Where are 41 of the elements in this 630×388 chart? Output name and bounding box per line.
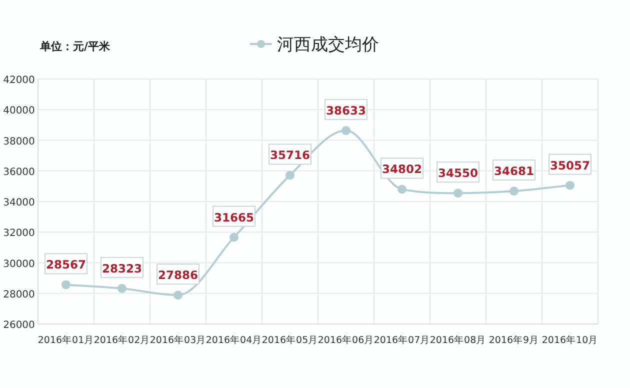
x-tick-label: 2016年07月 <box>374 334 430 346</box>
y-tick-label: 28000 <box>3 289 35 300</box>
y-tick-label: 32000 <box>3 228 35 240</box>
data-label: 38633 <box>326 104 366 118</box>
y-tick-label: 34000 <box>3 198 35 208</box>
data-label: 34681 <box>494 164 534 178</box>
x-tick-label: 2016年06月 <box>318 334 374 346</box>
y-axis-title: 单位：元/平米 <box>39 40 112 53</box>
x-tick-label: 2016年9月 <box>488 334 540 346</box>
x-tick-label: 2016年10月 <box>542 334 598 346</box>
legend-label: 河西成交均价 <box>277 35 379 55</box>
y-tick-label: 40000 <box>3 106 35 117</box>
point <box>62 280 70 290</box>
y-tick-label: 38000 <box>3 136 35 148</box>
data-label: 28567 <box>46 258 86 272</box>
data-label: 34802 <box>382 162 422 176</box>
x-tick-label: 2016年01月 <box>38 334 94 346</box>
y-tick-label: 30000 <box>3 258 35 270</box>
point <box>566 180 574 190</box>
point <box>230 232 238 242</box>
point <box>286 170 294 180</box>
data-label: 31665 <box>214 210 254 224</box>
point <box>454 188 462 198</box>
x-tick-label: 2016年04月 <box>206 334 262 346</box>
x-tick-label: 2016年03月 <box>150 334 206 346</box>
y-tick-label: 36000 <box>3 166 35 178</box>
point <box>118 284 126 293</box>
x-tick-label: 2016年08月 <box>430 334 486 346</box>
data-label: 35057 <box>550 158 590 172</box>
point <box>174 290 182 300</box>
data-label: 35716 <box>270 148 310 162</box>
data-label: 27886 <box>158 268 198 282</box>
point <box>342 126 350 136</box>
y-tick-label: 42000 <box>3 75 35 86</box>
y-tick-label: 26000 <box>3 320 35 331</box>
point <box>510 186 518 196</box>
data-label: 34550 <box>438 166 478 180</box>
x-tick-label: 2016年05月 <box>262 334 318 346</box>
point <box>398 184 406 194</box>
x-tick-label: 2016年02月 <box>94 334 150 346</box>
data-label: 28323 <box>102 261 142 276</box>
